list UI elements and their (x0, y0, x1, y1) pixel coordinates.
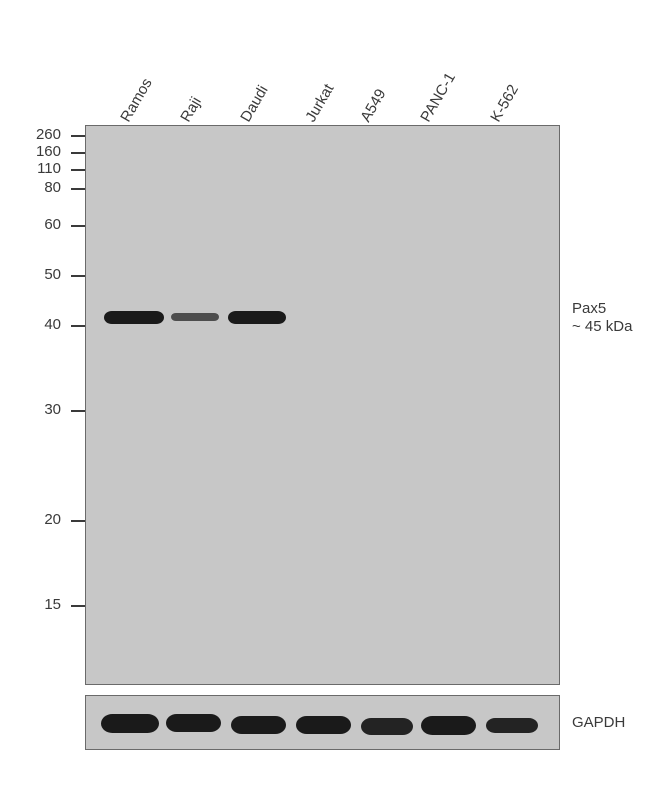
lane-label-4: A549 (357, 86, 389, 125)
gapdh-band-lane-3 (296, 716, 351, 734)
right-annotation-1: ~ 45 kDa (572, 318, 632, 335)
mw-label-50: 50 (1, 266, 61, 283)
right-annotation-2: GAPDH (572, 714, 625, 731)
mw-tick-60 (71, 225, 85, 227)
gapdh-blot-panel (85, 695, 560, 750)
mw-label-40: 40 (1, 316, 61, 333)
gapdh-band-lane-0 (101, 714, 159, 733)
mw-label-260: 260 (1, 126, 61, 143)
mw-label-160: 160 (1, 143, 61, 160)
mw-tick-20 (71, 520, 85, 522)
mw-tick-260 (71, 135, 85, 137)
target-band-lane-1 (171, 313, 219, 321)
target-band-lane-0 (104, 311, 164, 324)
lane-label-6: K-562 (487, 82, 522, 125)
mw-label-80: 80 (1, 179, 61, 196)
right-annotation-0: Pax5 (572, 300, 606, 317)
lane-label-1: Raji (177, 94, 205, 125)
western-blot-figure: RamosRajiDaudiJurkatA549PANC-1K-562 2601… (0, 0, 650, 795)
lane-label-3: Jurkat (302, 81, 337, 125)
mw-label-15: 15 (1, 596, 61, 613)
lane-label-5: PANC-1 (417, 70, 459, 125)
target-band-lane-2 (228, 311, 286, 324)
mw-tick-30 (71, 410, 85, 412)
mw-label-110: 110 (1, 160, 61, 177)
gapdh-band-lane-1 (166, 714, 221, 732)
mw-tick-40 (71, 325, 85, 327)
main-blot-panel (85, 125, 560, 685)
mw-tick-15 (71, 605, 85, 607)
gapdh-band-lane-2 (231, 716, 286, 734)
mw-tick-80 (71, 188, 85, 190)
lane-label-2: Daudi (237, 83, 271, 125)
gapdh-band-lane-6 (486, 718, 538, 733)
mw-label-30: 30 (1, 401, 61, 418)
mw-tick-110 (71, 169, 85, 171)
gapdh-band-lane-5 (421, 716, 476, 735)
mw-tick-50 (71, 275, 85, 277)
lane-label-0: Ramos (117, 75, 155, 125)
mw-label-60: 60 (1, 216, 61, 233)
mw-label-20: 20 (1, 511, 61, 528)
mw-tick-160 (71, 152, 85, 154)
lane-labels-region: Ramos Raji Daudi Jurkat A549 PANC-1 K-562 (85, 30, 555, 125)
gapdh-band-lane-4 (361, 718, 413, 735)
